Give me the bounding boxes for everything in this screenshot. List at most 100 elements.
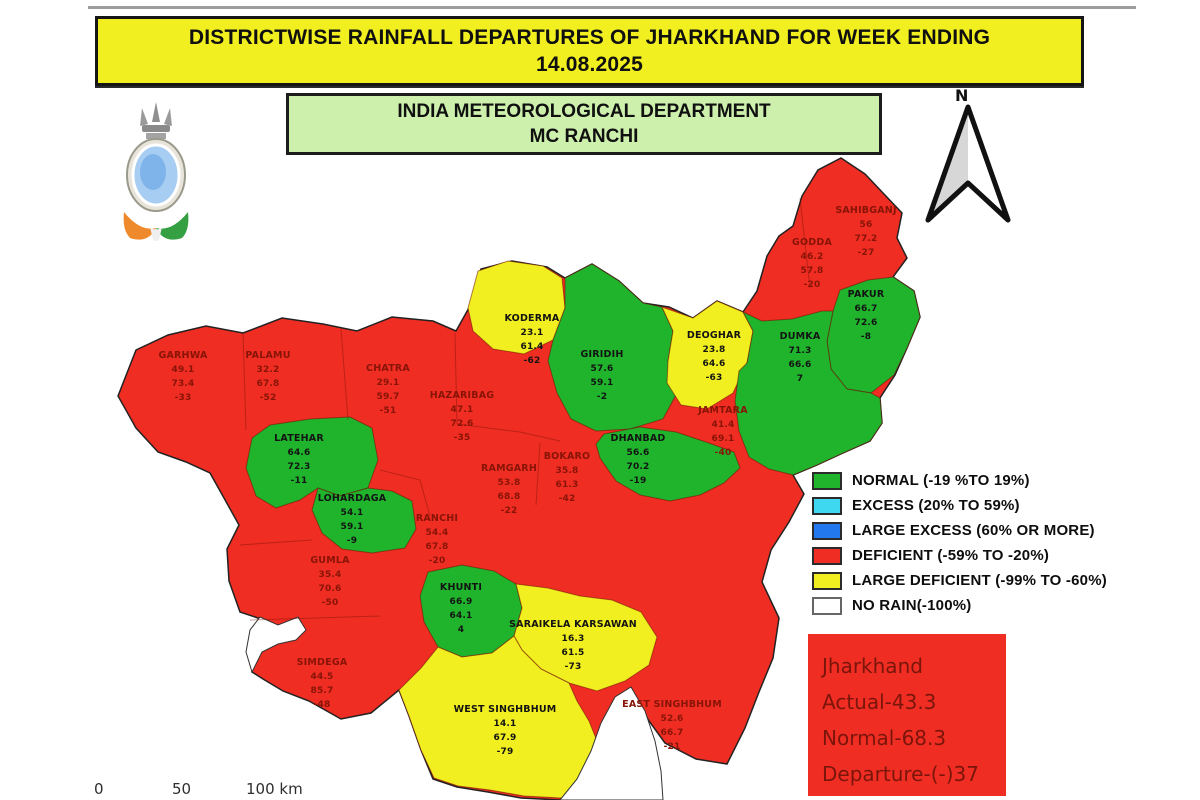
district-normal: 72.6 bbox=[450, 419, 474, 429]
district-normal: 67.9 bbox=[493, 733, 517, 743]
district-normal: 61.5 bbox=[561, 648, 585, 658]
district-label-dhanbad: DHANBAD 56.6 70.2 -19 bbox=[610, 432, 665, 488]
district-normal: 61.4 bbox=[520, 342, 544, 352]
district-actual: 44.5 bbox=[310, 672, 334, 682]
district-actual: 46.2 bbox=[800, 252, 824, 262]
district-normal: 67.8 bbox=[425, 542, 449, 552]
legend-item-large-deficient: LARGE DEFICIENT (-99% TO -60%) bbox=[812, 568, 1192, 593]
district-name: CHATRA bbox=[366, 363, 410, 374]
district-name: SARAIKELA KARSAWAN bbox=[509, 619, 637, 630]
district-name: PALAMU bbox=[245, 350, 291, 361]
district-normal: 69.1 bbox=[711, 434, 735, 444]
department-office: MC RANCHI bbox=[529, 126, 639, 147]
district-label-gumla: GUMLA 35.4 70.6 -50 bbox=[310, 554, 349, 610]
district-departure: -19 bbox=[629, 476, 647, 486]
legend-item-no-rain: NO RAIN(-100%) bbox=[812, 593, 1192, 618]
district-label-chatra: CHATRA 29.1 59.7 -51 bbox=[366, 362, 410, 418]
district-departure: -48 bbox=[313, 700, 331, 710]
district-actual: 66.9 bbox=[449, 597, 473, 607]
orange-ribbon-icon bbox=[123, 212, 156, 240]
page-title-line1: DISTRICTWISE RAINFALL DEPARTURES OF JHAR… bbox=[188, 26, 991, 49]
district-normal: 59.1 bbox=[340, 522, 364, 532]
district-shape-deoghar bbox=[661, 300, 754, 410]
district-departure: -63 bbox=[705, 373, 723, 383]
district-actual: 23.8 bbox=[702, 345, 726, 355]
department-name: INDIA METEOROLOGICAL DEPARTMENT bbox=[397, 101, 771, 122]
department-banner: INDIA METEOROLOGICAL DEPARTMENT MC RANCH… bbox=[286, 93, 882, 155]
district-shape-giridih bbox=[547, 263, 678, 432]
district-normal: 59.7 bbox=[376, 392, 400, 402]
district-actual: 56 bbox=[859, 220, 873, 230]
district-label-ramgarh: RAMGARH 53.8 68.8 -22 bbox=[481, 462, 537, 518]
district-actual: 47.1 bbox=[450, 405, 474, 415]
district-name: LOHARDAGA bbox=[317, 493, 387, 504]
district-name: DEOGHAR bbox=[686, 330, 742, 341]
district-departure: -8 bbox=[860, 332, 872, 342]
district-actual: 32.2 bbox=[256, 365, 280, 375]
district-departure: -51 bbox=[379, 406, 397, 416]
north-arrow-icon bbox=[925, 104, 1011, 223]
legend-label: LARGE EXCESS (60% OR MORE) bbox=[852, 522, 1095, 539]
top-frame-line bbox=[88, 6, 1136, 9]
district-label-simdega: SIMDEGA 44.5 85.7 -48 bbox=[297, 656, 348, 712]
scale-tick-100km: 100 km bbox=[246, 780, 303, 798]
district-label-west_singhbhum: WEST SINGHBHUM 14.1 67.9 -79 bbox=[454, 703, 557, 759]
district-label-deoghar: DEOGHAR 23.8 64.6 -63 bbox=[687, 329, 741, 385]
north-label: N bbox=[955, 86, 969, 105]
district-departure: -22 bbox=[500, 506, 518, 516]
district-name: HAZARIBAG bbox=[429, 390, 495, 401]
district-name: GIRIDIH bbox=[580, 349, 624, 360]
summary-region: Jharkhand bbox=[822, 654, 923, 678]
district-actual: 54.1 bbox=[340, 508, 364, 518]
district-departure: -50 bbox=[321, 598, 339, 608]
district-name: LATEHAR bbox=[274, 433, 324, 444]
district-normal: 59.1 bbox=[590, 378, 614, 388]
district-actual: 41.4 bbox=[711, 420, 735, 430]
district-label-sahibganj: SAHIBGANJ 56 77.2 -27 bbox=[835, 204, 896, 260]
district-normal: 68.8 bbox=[497, 492, 521, 502]
district-departure: -40 bbox=[714, 448, 732, 458]
district-name: KHUNTI bbox=[439, 582, 483, 593]
district-actual: 35.4 bbox=[318, 570, 342, 580]
district-departure: -9 bbox=[346, 536, 358, 546]
district-borders bbox=[239, 197, 811, 621]
district-departure: -79 bbox=[496, 747, 514, 757]
district-actual: 52.6 bbox=[660, 714, 684, 724]
district-normal: 64.1 bbox=[449, 611, 473, 621]
district-label-dumka: DUMKA 71.3 66.6 7 bbox=[780, 330, 821, 386]
district-shape-dumka bbox=[734, 310, 883, 476]
district-departure: -2 bbox=[596, 392, 608, 402]
district-name: KODERMA bbox=[504, 313, 560, 324]
district-label-khunti: KHUNTI 66.9 64.1 4 bbox=[440, 581, 482, 637]
large-deficient-swatch-icon bbox=[812, 571, 842, 590]
legend-label: EXCESS (20% TO 59%) bbox=[852, 497, 1020, 514]
district-name: WEST SINGHBHUM bbox=[453, 704, 557, 715]
legend-label: LARGE DEFICIENT (-99% TO -60%) bbox=[852, 572, 1107, 589]
legend-item-deficient: DEFICIENT (-59% TO -20%) bbox=[812, 543, 1192, 568]
title-banner: DISTRICTWISE RAINFALL DEPARTURES OF JHAR… bbox=[95, 16, 1084, 86]
summary-departure: Departure-(-)37 bbox=[822, 762, 979, 786]
district-label-lohardaga: LOHARDAGA 54.1 59.1 -9 bbox=[318, 492, 387, 548]
district-normal: 66.6 bbox=[788, 360, 812, 370]
district-label-giridih: GIRIDIH 57.6 59.1 -2 bbox=[581, 348, 624, 404]
district-actual: 64.6 bbox=[287, 448, 311, 458]
scale-tick-50: 50 bbox=[172, 780, 192, 798]
summary-normal: Normal-68.3 bbox=[822, 726, 947, 750]
district-actual: 16.3 bbox=[561, 634, 585, 644]
normal-swatch-icon bbox=[812, 471, 842, 490]
district-label-east_singhbhum: EAST SINGHBHUM 52.6 66.7 -21 bbox=[622, 698, 722, 754]
legend-item-excess: EXCESS (20% TO 59%) bbox=[812, 493, 1192, 518]
legend-item-normal: NORMAL (-19 %TO 19%) bbox=[812, 468, 1192, 493]
district-actual: 71.3 bbox=[788, 346, 812, 356]
district-departure: -52 bbox=[259, 393, 277, 403]
district-normal: 77.2 bbox=[854, 234, 878, 244]
district-name: GODDA bbox=[792, 237, 832, 248]
large-excess-swatch-icon bbox=[812, 521, 842, 540]
district-label-jamtara: JAMTARA 41.4 69.1 -40 bbox=[698, 404, 748, 460]
district-label-pakur: PAKUR 66.7 72.6 -8 bbox=[848, 288, 885, 344]
district-departure: -20 bbox=[803, 280, 821, 290]
district-departure: -27 bbox=[857, 248, 875, 258]
district-label-garhwa: GARHWA 49.1 73.4 -33 bbox=[158, 349, 207, 405]
district-name: GUMLA bbox=[310, 555, 350, 566]
